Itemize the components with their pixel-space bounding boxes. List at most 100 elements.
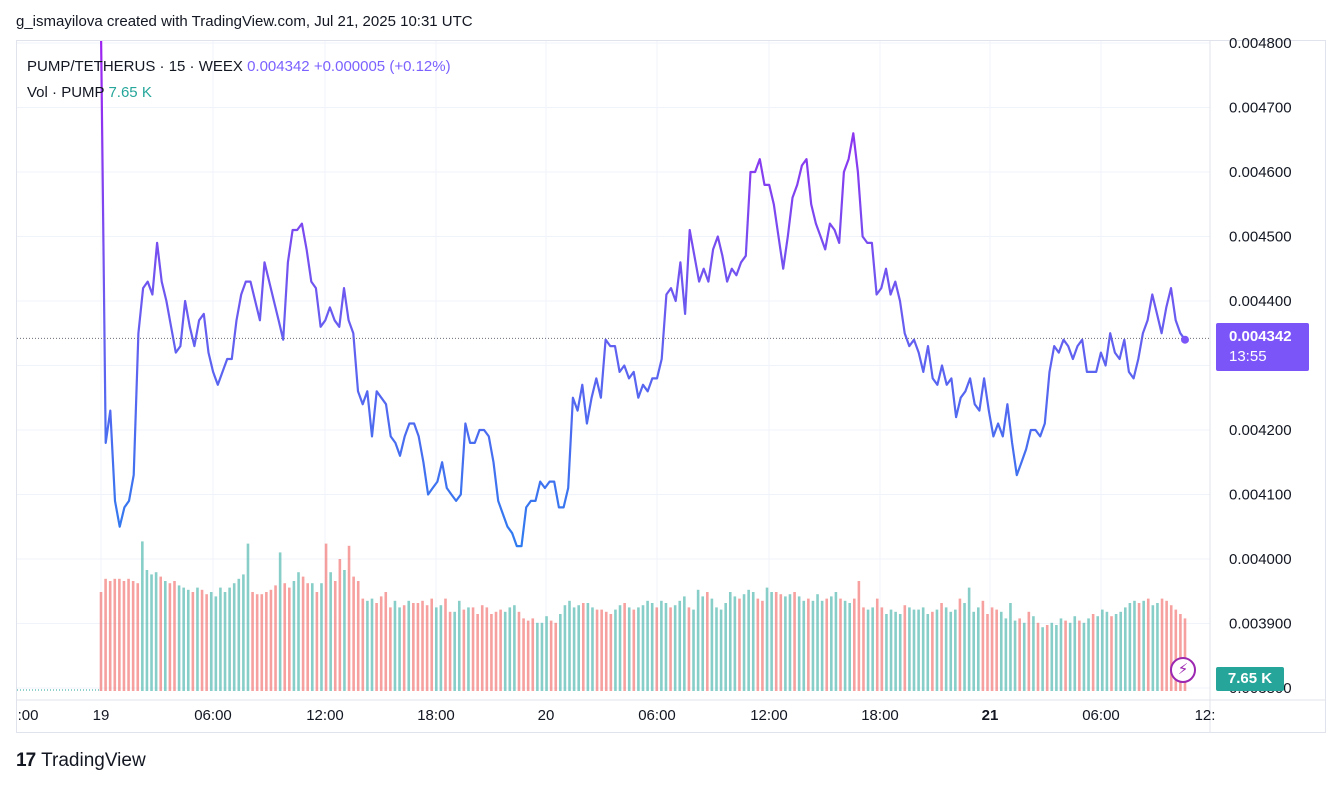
- volume-bar: [1068, 622, 1072, 691]
- volume-bar: [320, 583, 323, 691]
- volume-bar: [467, 607, 470, 691]
- x-tick-label: 19: [93, 707, 110, 724]
- volume-bar: [779, 594, 783, 691]
- legend-vol-symbol: PUMP: [61, 84, 105, 101]
- volume-bar: [412, 603, 415, 691]
- volume-bar: [944, 607, 948, 691]
- legend-change: +0.000005 (+0.12%): [313, 58, 451, 75]
- volume-bar: [292, 581, 296, 691]
- volume-bar: [453, 611, 456, 691]
- legend-symbol: PUMP/TETHERUS: [27, 58, 156, 75]
- volume-bar: [531, 618, 535, 691]
- volume-bar: [186, 589, 190, 691]
- volume-bar: [637, 607, 640, 691]
- x-tick-label: 06:00: [638, 707, 676, 724]
- volume-bar: [471, 607, 475, 691]
- volume-bar: [269, 589, 273, 691]
- volume-bar: [591, 607, 594, 691]
- volume-bar: [159, 576, 163, 691]
- y-tick-label: 0.003900: [1229, 616, 1292, 633]
- volume-bar: [265, 592, 268, 691]
- last-price-marker: [1181, 335, 1189, 344]
- volume-bar: [761, 600, 764, 691]
- footer-brand-name: TradingView: [41, 750, 146, 771]
- volume-bar: [797, 596, 801, 691]
- volume-bar: [765, 587, 769, 691]
- bar-countdown: 13:55: [1229, 348, 1267, 365]
- volume-bar: [499, 609, 502, 691]
- volume-bar: [830, 596, 833, 691]
- volume-bar: [742, 594, 746, 691]
- volume-bar: [1009, 603, 1012, 691]
- volume-bar: [660, 600, 663, 691]
- footer-brand[interactable]: 17 TradingView: [16, 750, 146, 772]
- volume-bar: [191, 592, 195, 691]
- volume-bar: [1027, 611, 1031, 691]
- volume-bar: [517, 611, 521, 691]
- lightning-icon[interactable]: ⚡: [1170, 657, 1196, 683]
- volume-bar: [494, 611, 498, 691]
- volume-bar: [641, 605, 645, 691]
- volume-bar: [1041, 627, 1044, 691]
- chart-caption: g_ismayilova created with TradingView.co…: [16, 13, 473, 30]
- volume-bar: [421, 600, 424, 691]
- volume-bar: [108, 581, 112, 691]
- volume-bar: [324, 543, 328, 691]
- volume-bar: [503, 611, 507, 691]
- legend-volume-row[interactable]: Vol · PUMP 7.65 K: [27, 80, 451, 106]
- volume-bar: [164, 581, 167, 691]
- legend-symbol-row[interactable]: PUMP/TETHERUS · 15 · WEEX 0.004342 +0.00…: [27, 54, 451, 80]
- volume-bar: [650, 603, 654, 691]
- volume-bar: [981, 600, 985, 691]
- volume-bar: [301, 576, 305, 691]
- legend-interval: 15: [168, 58, 186, 75]
- volume-bar: [563, 605, 567, 691]
- volume-bar: [885, 614, 888, 691]
- volume-bar: [1142, 600, 1145, 691]
- volume-bar: [1119, 611, 1122, 691]
- x-tick-label: 12:: [1195, 707, 1216, 724]
- volume-bar: [462, 609, 466, 691]
- volume-bar: [1013, 620, 1017, 691]
- volume-bar: [954, 609, 957, 691]
- volume-bar: [604, 611, 608, 691]
- legend-exchange: WEEX: [198, 58, 243, 75]
- volume-bar: [278, 552, 282, 691]
- volume-bar: [540, 622, 544, 691]
- legend-separator: ·: [189, 58, 195, 75]
- volume-bar: [1032, 616, 1035, 691]
- time-axis[interactable]: :00 19 06:00 12:00 18:00 20 06:00 12:00 18:00 21 0…: [18, 707, 1216, 724]
- volume-bar: [476, 614, 479, 691]
- volume-bar: [623, 603, 626, 691]
- volume-bar: [508, 607, 512, 691]
- volume-bar: [1137, 603, 1141, 691]
- volume-bar: [439, 605, 443, 691]
- volume-bar: [581, 603, 585, 691]
- volume-bar: [673, 605, 677, 691]
- volume-bar: [963, 603, 966, 691]
- volume-bar: [802, 600, 806, 691]
- volume-bar: [1036, 622, 1040, 691]
- volume-bar: [288, 587, 291, 691]
- chart-frame: [16, 40, 1326, 733]
- volume-bar: [834, 592, 838, 691]
- volume-bar: [848, 603, 851, 691]
- volume-bar: [200, 589, 204, 691]
- volume-bar: [370, 598, 374, 691]
- volume-bar: [389, 607, 392, 691]
- y-tick-label: 0.004000: [1229, 551, 1292, 568]
- volume-bar: [260, 594, 264, 691]
- volume-bar: [770, 592, 773, 691]
- volume-bar: [572, 607, 576, 691]
- volume-bar: [793, 592, 796, 691]
- volume-bar: [127, 578, 130, 691]
- volume-bar: [1050, 622, 1054, 691]
- volume-bar: [839, 598, 842, 691]
- volume-bar: [751, 592, 755, 691]
- volume-bar: [283, 583, 287, 691]
- volume-bar: [958, 598, 962, 691]
- volume-bar: [1133, 600, 1136, 691]
- volume-bar: [485, 607, 489, 691]
- volume-bar: [1114, 614, 1118, 691]
